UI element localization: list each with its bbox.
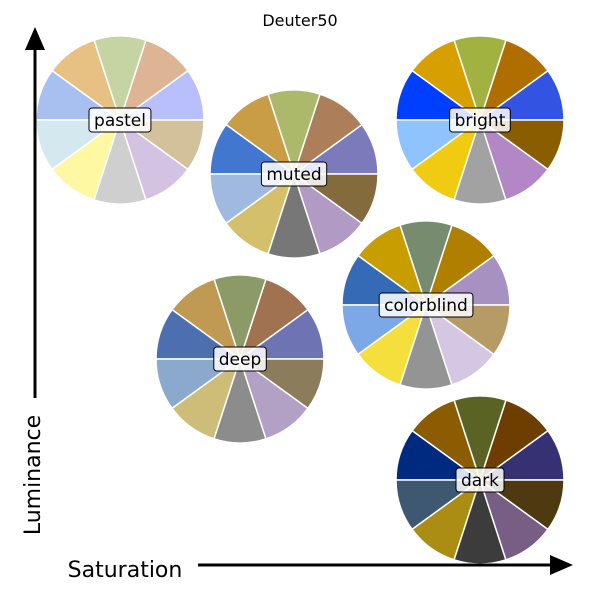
palette-label-muted: muted <box>266 165 321 185</box>
pie-dark: dark <box>395 395 565 565</box>
pie-pastel: pastel <box>35 35 205 205</box>
pie-bright: bright <box>395 35 565 205</box>
palette-label-deep: deep <box>219 350 262 370</box>
palette-label-box-dark <box>455 467 505 493</box>
luminance-axis-arrow <box>25 27 45 50</box>
y-axis-label: Luminance <box>21 415 46 535</box>
pie-muted: muted <box>209 89 379 259</box>
chart-title: Deuter50 <box>262 11 337 30</box>
x-axis-label: Saturation <box>68 558 183 583</box>
pie-colorblind: colorblind <box>341 220 511 390</box>
palette-label-colorblind: colorblind <box>384 296 468 316</box>
palette-label-box-colorblind <box>378 292 474 318</box>
palette-label-pastel: pastel <box>94 111 146 131</box>
palette-label-bright: bright <box>455 111 506 131</box>
palette-label-box-deep <box>213 346 267 372</box>
palette-label-box-muted <box>260 161 328 187</box>
saturation-axis-arrow <box>550 555 573 575</box>
palette-label-box-pastel <box>88 107 152 133</box>
palette-label-box-bright <box>449 107 511 133</box>
palette-pies: pastel muted bright colorblind deep dark <box>35 35 565 565</box>
palette-label-dark: dark <box>461 471 499 491</box>
pie-deep: deep <box>155 274 325 444</box>
